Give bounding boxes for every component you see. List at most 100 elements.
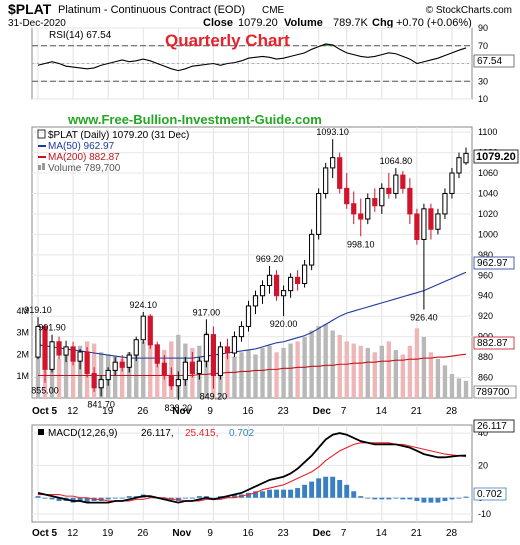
candle-body bbox=[449, 172, 455, 194]
candle-body bbox=[280, 290, 287, 297]
price-annotation: 969.20 bbox=[256, 254, 284, 264]
price-annotation: 924.10 bbox=[129, 300, 157, 310]
candle-body bbox=[140, 315, 146, 341]
candle-body bbox=[372, 198, 378, 207]
candle-body bbox=[400, 174, 406, 189]
volume-bar bbox=[267, 345, 272, 398]
price-annotation: 919.10 bbox=[24, 305, 52, 315]
x-axis-label: 14 bbox=[376, 406, 388, 417]
candle-body bbox=[393, 174, 399, 194]
volume-bar bbox=[70, 350, 76, 398]
candle-body bbox=[105, 369, 111, 381]
candle-body bbox=[175, 379, 181, 387]
price-tick-label: 1060 bbox=[478, 168, 498, 178]
macd-histogram-bar bbox=[253, 491, 258, 498]
ma50-line bbox=[37, 271, 467, 359]
candle-body bbox=[91, 372, 97, 389]
price-tick-label: 1020 bbox=[478, 209, 498, 219]
volume-bar bbox=[288, 343, 293, 398]
candle-body bbox=[295, 276, 301, 284]
candle-body bbox=[379, 187, 385, 207]
candle-body bbox=[56, 341, 62, 356]
macd-histogram-bar bbox=[295, 488, 301, 498]
candle-body bbox=[224, 346, 231, 354]
volume-bar bbox=[176, 334, 181, 398]
price-annotation: 901.90 bbox=[38, 323, 66, 333]
candle-body bbox=[365, 198, 371, 220]
chg-value: +0.70 (+0.06%) bbox=[396, 17, 472, 29]
volume-bar bbox=[393, 350, 399, 398]
x-axis-label: Oct 5 bbox=[32, 406, 57, 417]
volume-bar bbox=[274, 352, 279, 398]
close-label: Close bbox=[203, 17, 233, 29]
volume-bar bbox=[456, 378, 462, 398]
macd-histogram-bar bbox=[274, 489, 280, 498]
rsi-tick-label: 70 bbox=[478, 41, 488, 51]
macd-histogram-bar bbox=[84, 497, 90, 503]
macd-histogram-bar bbox=[463, 496, 469, 498]
volume-bar bbox=[463, 380, 469, 398]
macd-histogram-bar bbox=[105, 497, 111, 500]
volume-tick-label: 2M bbox=[16, 349, 29, 359]
ma200-last-box: 882.87 bbox=[477, 338, 508, 349]
price-tick-label: 1000 bbox=[478, 229, 498, 239]
candle-body bbox=[217, 346, 224, 377]
macd-histogram-bar bbox=[442, 497, 448, 501]
rsi-label: RSI(14) 67.54 bbox=[49, 30, 112, 41]
price-annotation: 920.00 bbox=[270, 319, 298, 329]
candle-body bbox=[182, 361, 188, 381]
macd-histogram-bar bbox=[330, 476, 336, 498]
macd-histogram-bar bbox=[49, 497, 55, 500]
volume-bar bbox=[155, 345, 160, 398]
macd-histogram-bar bbox=[351, 491, 357, 498]
rsi-tick-label: 30 bbox=[478, 76, 488, 86]
volume-bar bbox=[63, 354, 69, 398]
volume-bar bbox=[225, 354, 230, 398]
volume-bar bbox=[400, 354, 406, 398]
quarterly-chart-title: Quarterly Chart bbox=[165, 31, 290, 50]
candle-body bbox=[84, 351, 90, 374]
macd-value: 26.117, bbox=[141, 428, 174, 439]
volume-tick-label: 3M bbox=[16, 328, 29, 338]
candle-body bbox=[442, 192, 448, 215]
x-axis-label: 28 bbox=[446, 406, 458, 417]
price-tick-label: 1040 bbox=[478, 188, 498, 198]
candle-body bbox=[63, 346, 69, 356]
volume-tick-label: 1M bbox=[16, 371, 29, 381]
macd-histogram-bar bbox=[337, 479, 343, 498]
candle-body bbox=[238, 325, 245, 338]
x-axis-label: 9 bbox=[207, 528, 213, 539]
ma200-legend: MA(200) 882.87 bbox=[48, 152, 120, 163]
candle-body bbox=[435, 213, 441, 230]
x-axis-label: Dec bbox=[313, 406, 332, 417]
candle-body bbox=[189, 361, 195, 374]
instrument-name: Platinum - Continuous Contract (EOD) bbox=[58, 4, 245, 16]
volume-label: Volume bbox=[284, 17, 323, 29]
x-axis-label: 23 bbox=[278, 406, 290, 417]
ma50-last-box: 962.97 bbox=[477, 258, 508, 269]
macd-histogram-bar bbox=[421, 497, 427, 503]
macd-histogram-bar bbox=[309, 481, 315, 498]
x-axis-label: 7 bbox=[341, 406, 347, 417]
price-annotation: 998.10 bbox=[347, 239, 375, 249]
macd-histogram-bar bbox=[232, 494, 237, 498]
volume-bar bbox=[77, 345, 83, 398]
price-annotation: 1064.80 bbox=[380, 156, 413, 166]
volume-bar bbox=[120, 358, 125, 398]
candle-body bbox=[309, 233, 315, 266]
volume-tick-label: 4M bbox=[16, 306, 29, 316]
x-axis-label: Nov bbox=[172, 528, 191, 539]
candle-body bbox=[42, 325, 48, 370]
candle-body bbox=[287, 276, 294, 292]
price-legend: $PLAT (Daily) 1079.20 (31 Dec) MA(50) 96… bbox=[37, 129, 189, 174]
macd-histogram-bar bbox=[77, 497, 83, 501]
volume-bar bbox=[309, 330, 314, 398]
volume-bar bbox=[330, 330, 335, 398]
macd-histogram-bar bbox=[288, 489, 294, 498]
volume-bar bbox=[141, 341, 146, 398]
macd-histogram-bar bbox=[112, 497, 118, 499]
volume-bar bbox=[386, 341, 391, 398]
x-axis-label: 14 bbox=[376, 528, 388, 539]
price-panel bbox=[31, 126, 473, 399]
hist-last-box: 0.702 bbox=[477, 489, 502, 500]
